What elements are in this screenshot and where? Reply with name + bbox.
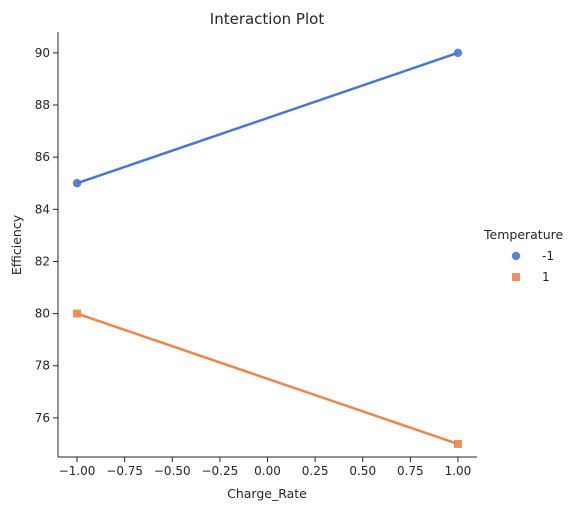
chart-title: Interaction Plot xyxy=(210,10,325,28)
legend-label: 1 xyxy=(542,270,550,284)
x-tick-label: 0.00 xyxy=(254,464,281,478)
legend-items: -1 1 xyxy=(511,249,554,284)
y-tick-label: 82 xyxy=(35,254,50,268)
legend-marker xyxy=(512,273,520,281)
series-line-1 xyxy=(76,51,459,185)
y-tick-label: 78 xyxy=(35,359,50,373)
y-tick-label: 80 xyxy=(35,307,50,321)
legend-label: -1 xyxy=(542,249,554,263)
x-tick-label: 0.50 xyxy=(349,464,376,478)
x-ticks: −1.00 −0.75 −0.50 −0.25 0.00 0.25 0.50 0.75 1.00 xyxy=(59,457,472,478)
x-tick-label: 1.00 xyxy=(445,464,472,478)
x-tick-label: 0.75 xyxy=(397,464,424,478)
y-axis-label: Efficiency xyxy=(9,214,24,275)
x-tick-label: −0.75 xyxy=(106,464,143,478)
series-line-2 xyxy=(76,312,459,446)
legend-marker xyxy=(511,251,521,261)
x-tick-label: −0.50 xyxy=(154,464,191,478)
y-tick-label: 84 xyxy=(35,202,50,216)
y-tick-label: 88 xyxy=(35,98,50,112)
legend-title: Temperature xyxy=(483,227,563,242)
y-ticks: 76 78 80 82 84 86 88 90 xyxy=(35,46,58,425)
x-tick-label: −1.00 xyxy=(59,464,96,478)
x-axis-label: Charge_Rate xyxy=(227,486,307,501)
data-point xyxy=(453,439,462,448)
series-layer xyxy=(72,48,463,448)
y-tick-label: 86 xyxy=(35,150,50,164)
y-tick-label: 90 xyxy=(35,46,50,60)
data-point xyxy=(73,309,82,318)
data-point xyxy=(453,48,463,58)
y-tick-label: 76 xyxy=(35,411,50,425)
legend: Temperature -1 1 xyxy=(483,227,563,284)
x-tick-label: 0.25 xyxy=(302,464,329,478)
x-tick-label: −0.25 xyxy=(201,464,238,478)
data-point xyxy=(72,179,82,188)
axes xyxy=(57,32,477,458)
